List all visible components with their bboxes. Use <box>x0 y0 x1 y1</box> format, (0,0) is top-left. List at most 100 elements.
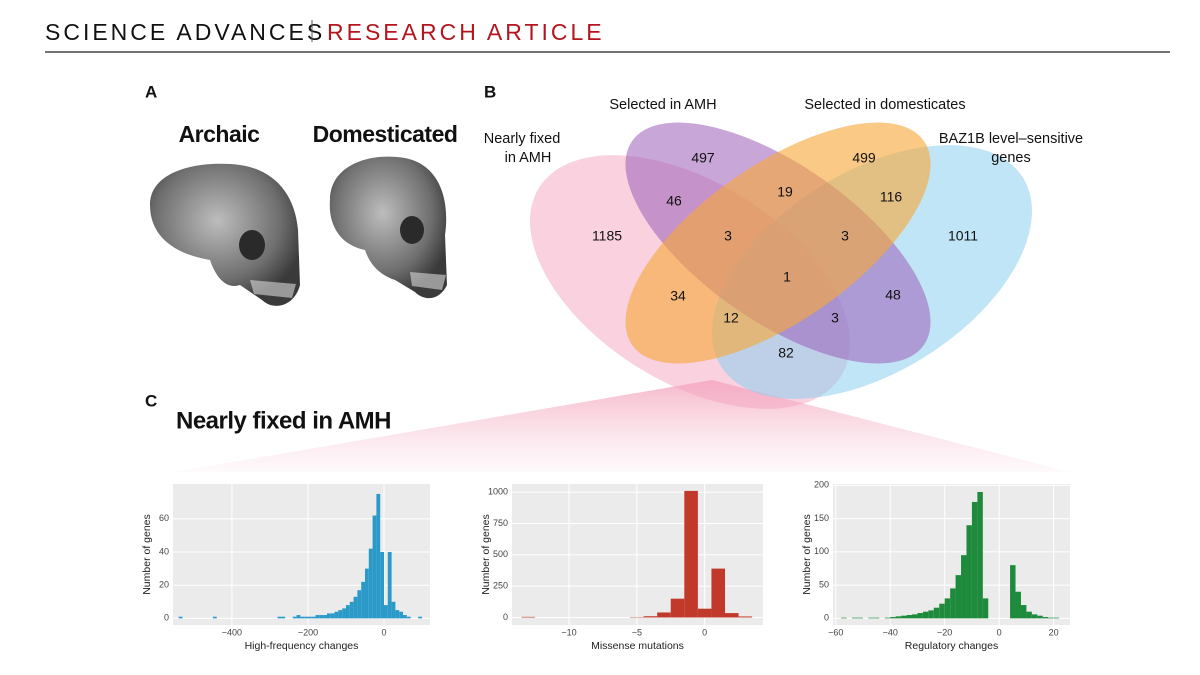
set-label: Selected in domesticates <box>804 97 965 113</box>
histogram-bar <box>1053 617 1060 619</box>
histogram-bar <box>304 616 308 619</box>
histogram-bar <box>1010 565 1016 619</box>
y-tick-label: 750 <box>493 518 508 528</box>
histogram-bar <box>345 605 350 619</box>
histogram-bar <box>868 617 874 619</box>
histogram-bar <box>387 552 392 619</box>
histogram-bar <box>857 617 863 619</box>
x-tick-label: −60 <box>828 627 843 637</box>
region-count: 1185 <box>592 228 622 244</box>
histogram-bar <box>928 610 934 619</box>
x-tick-label: 0 <box>997 627 1002 637</box>
region-count: 3 <box>724 228 732 244</box>
region-count: 3 <box>831 310 839 326</box>
histogram-bar <box>361 581 365 619</box>
region-count: 497 <box>691 150 715 166</box>
x-tick-label: −5 <box>632 627 642 637</box>
histogram-bar <box>383 605 388 619</box>
histogram-bar <box>939 603 945 619</box>
x-tick-label: −10 <box>561 627 576 637</box>
histogram-bar <box>982 598 989 619</box>
y-tick-label: 0 <box>824 613 829 623</box>
x-axis-label: Regulatory changes <box>905 640 998 652</box>
histogram-bar <box>684 490 698 618</box>
plot-background <box>173 484 430 625</box>
histogram-bar <box>521 616 536 618</box>
region-count: 34 <box>670 288 686 304</box>
histogram-bar <box>966 525 972 619</box>
histogram-bar <box>1048 617 1054 619</box>
histogram-bar <box>403 615 407 619</box>
histogram-bar <box>912 614 918 619</box>
histogram-bar <box>281 616 286 619</box>
y-axis-label: Number of genes <box>801 514 813 595</box>
y-tick-label: 100 <box>814 546 829 556</box>
histogram-bar <box>906 615 912 619</box>
histogram-bar <box>895 616 902 619</box>
x-tick-label: 0 <box>381 627 386 637</box>
region-count: 116 <box>880 189 903 205</box>
set-label: Selected in AMH <box>609 97 716 113</box>
histogram-bar <box>1042 617 1049 619</box>
y-tick-label: 250 <box>493 581 508 591</box>
histogram-bar <box>950 588 956 619</box>
venn-set <box>625 122 931 364</box>
article-type: RESEARCH ARTICLE <box>327 19 605 45</box>
histogram-bar <box>961 555 967 619</box>
histogram-bar <box>323 615 327 619</box>
x-tick-label: −200 <box>298 627 318 637</box>
histogram-bar <box>977 491 983 619</box>
x-tick-label: 20 <box>1049 627 1059 637</box>
histogram-bar <box>357 590 362 619</box>
y-tick-label: 200 <box>814 480 829 490</box>
histogram-bar <box>1037 615 1043 619</box>
histogram-bar <box>330 613 335 619</box>
histogram-bar <box>711 568 726 618</box>
histogram-bar <box>315 615 320 619</box>
y-tick-label: 150 <box>814 513 829 523</box>
panel-label: B <box>484 82 496 101</box>
histogram-bar <box>933 607 940 619</box>
histogram-bar <box>738 616 753 618</box>
histogram-bar <box>917 613 923 619</box>
histogram-bar <box>300 616 305 619</box>
histogram-bar <box>307 616 312 619</box>
y-tick-label: 60 <box>159 513 169 523</box>
histogram-bar <box>364 568 369 619</box>
histogram-bar <box>372 515 377 619</box>
histogram-bar <box>406 616 411 619</box>
histogram-bar <box>955 575 962 619</box>
set-label: genes <box>991 150 1031 166</box>
y-tick-label: 40 <box>159 546 169 556</box>
histogram-bar <box>922 611 929 619</box>
histogram-bar <box>353 596 358 619</box>
x-tick-label: −20 <box>937 627 952 637</box>
histogram-bar <box>326 613 331 619</box>
y-tick-label: 50 <box>819 579 829 589</box>
y-tick-label: 1000 <box>488 487 508 497</box>
histogram-bar <box>852 617 858 619</box>
histogram-bar <box>657 612 671 618</box>
y-axis-label: Number of genes <box>480 514 492 595</box>
histogram-bar <box>292 616 297 619</box>
journal-name: SCIENCE ADVANCES <box>45 19 325 45</box>
x-tick-label: 0 <box>702 627 707 637</box>
region-count: 499 <box>852 150 876 166</box>
histogram-bar <box>277 616 282 619</box>
histogram-bar <box>418 616 423 619</box>
histogram-bar <box>342 608 346 619</box>
histogram-bar <box>1020 605 1027 619</box>
histogram-bar <box>725 613 739 618</box>
x-axis-label: Missense mutations <box>591 640 684 652</box>
y-tick-label: 0 <box>503 612 508 622</box>
region-count: 46 <box>666 193 682 209</box>
histogram-bar <box>884 617 891 619</box>
y-tick-label: 0 <box>164 613 169 623</box>
x-tick-label: −40 <box>883 627 898 637</box>
histogram-bar <box>368 548 373 619</box>
region-count: 48 <box>885 287 901 303</box>
set-label: BAZ1B level–sensitive <box>939 131 1083 147</box>
y-tick-label: 20 <box>159 580 169 590</box>
set-label: Nearly fixed <box>484 131 561 147</box>
